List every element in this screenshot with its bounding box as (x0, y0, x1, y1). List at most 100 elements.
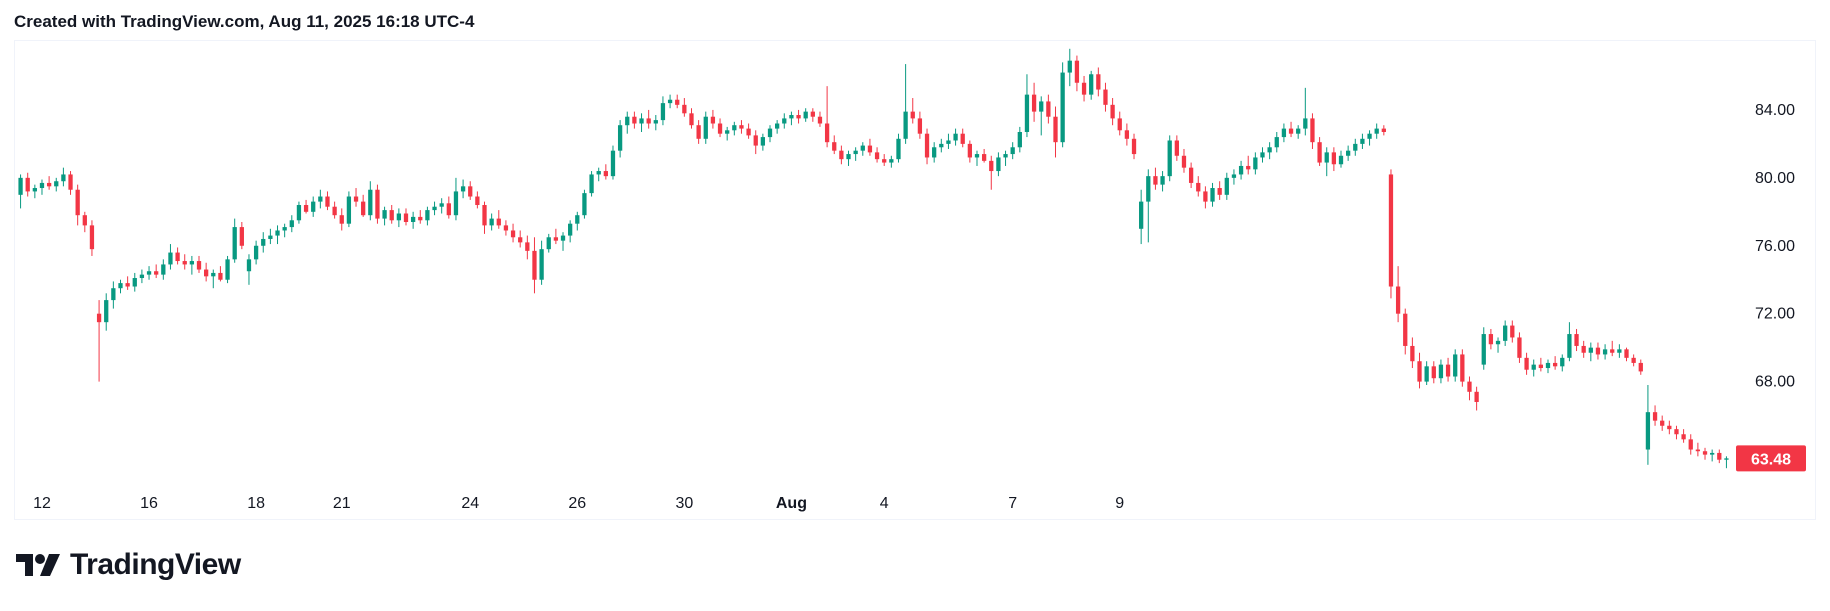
candle-body (1060, 72, 1065, 143)
candle-body (518, 237, 523, 243)
candle-body (1560, 357, 1565, 367)
candle-body (796, 115, 801, 119)
time-axis[interactable]: 12 16 18 21 24 26 30 Aug 4 7 9 (33, 495, 1124, 512)
candle-body (303, 205, 309, 212)
candle (339, 208, 344, 231)
candle-body (1631, 357, 1636, 363)
candle-body (653, 120, 658, 124)
candle-body (118, 283, 123, 289)
candle (1274, 131, 1279, 153)
candle-body (1024, 94, 1030, 132)
candle-body (903, 111, 908, 139)
candle (525, 235, 530, 260)
candle (1652, 405, 1658, 426)
candle (361, 194, 366, 217)
candle-body (1231, 174, 1237, 178)
candle-body (139, 274, 145, 279)
candle (1710, 449, 1715, 462)
candle-body (539, 249, 544, 280)
candle (989, 155, 994, 190)
candle (682, 98, 687, 117)
candle-body (1039, 101, 1044, 112)
candle-body (1474, 391, 1479, 402)
candle (660, 96, 666, 126)
candle (189, 255, 195, 275)
candle-body (1338, 155, 1344, 165)
candle (1103, 82, 1108, 112)
tradingview-logo[interactable]: TradingView (16, 548, 241, 582)
time-tick-label: 9 (1115, 495, 1124, 512)
candle (924, 128, 930, 165)
candle-body (1067, 60, 1072, 73)
candle (1081, 75, 1087, 102)
candle-body (1403, 313, 1408, 346)
last-price-badge (1736, 445, 1806, 472)
candle-body (1031, 94, 1037, 112)
candle-body (1074, 60, 1080, 83)
candlestick-chart[interactable]: 68.00 72.00 76.00 80.00 84.00 12 16 18 21 24 26 30… (0, 0, 1830, 540)
candle-body (1010, 147, 1015, 155)
candle-body (1160, 176, 1165, 185)
price-axis[interactable]: 68.00 72.00 76.00 80.00 84.00 (1755, 102, 1795, 391)
candle (896, 133, 901, 163)
candle (111, 281, 116, 309)
candle-body (325, 196, 330, 207)
candle (575, 211, 580, 231)
candle (1360, 133, 1365, 149)
candle-body (874, 152, 880, 160)
candle-body (46, 182, 52, 187)
candle-body (1288, 128, 1294, 134)
candle-body (1089, 74, 1094, 95)
candle-body (253, 245, 259, 260)
candle-body (1246, 165, 1251, 170)
candle-body (225, 259, 230, 280)
candle-body (1139, 201, 1144, 229)
candle-body (54, 181, 59, 187)
candle-body (1660, 420, 1665, 426)
candle-body (589, 174, 594, 194)
candle-body (560, 235, 566, 241)
candle-body (1495, 340, 1501, 345)
chart-frame[interactable] (14, 40, 1816, 520)
candle-body (974, 154, 980, 158)
candle-body (596, 171, 601, 175)
candle-body (1503, 325, 1508, 341)
candle (603, 164, 608, 180)
candle (1431, 361, 1436, 384)
candle-body (1638, 362, 1643, 372)
candle-body (82, 215, 87, 226)
time-tick-label: 24 (461, 495, 479, 512)
candle-body (860, 145, 865, 151)
candle (425, 206, 430, 226)
candle-body (332, 206, 337, 216)
candle (1560, 354, 1565, 372)
candle (853, 147, 858, 161)
candle-body (161, 264, 166, 275)
candle-body (289, 220, 294, 228)
candle-body (1695, 449, 1701, 452)
candle (311, 196, 316, 217)
candle-body (446, 203, 451, 216)
candle (1210, 182, 1215, 207)
candle-body (696, 125, 701, 139)
candle (175, 247, 180, 265)
candle (232, 218, 237, 263)
candle-body (275, 230, 280, 236)
candle (932, 142, 937, 163)
candle-body (510, 230, 516, 238)
time-tick-label: 7 (1008, 495, 1017, 512)
candle (396, 208, 401, 228)
candle (1331, 147, 1337, 172)
candle-body (667, 99, 673, 104)
candle-body (1124, 130, 1130, 139)
candle-body (1488, 334, 1494, 345)
candle (1638, 359, 1643, 375)
candle-body (375, 189, 380, 219)
candle (739, 120, 744, 134)
time-tick-label: 30 (675, 495, 693, 512)
candle-body (346, 196, 352, 224)
candle-body (75, 189, 80, 216)
candle (1481, 327, 1486, 370)
candle (1410, 337, 1415, 369)
candle-body (675, 99, 680, 105)
